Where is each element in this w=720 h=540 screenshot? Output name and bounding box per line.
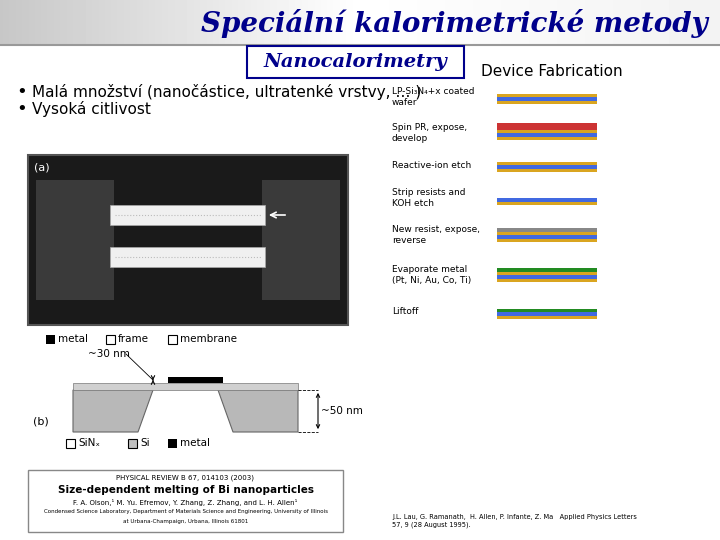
Bar [497,93,597,97]
Text: metal: metal [58,334,88,344]
Text: Malá množství (nanočástice, ultratenké vrstvy, … ): Malá množství (nanočástice, ultratenké v… [32,84,421,100]
Text: •: • [17,100,27,118]
Text: Strip resists and
KOH etch: Strip resists and KOH etch [392,188,466,208]
Bar [497,272,597,275]
Text: New resist, expose,
reverse: New resist, expose, reverse [392,225,480,245]
Bar [497,235,597,239]
Text: LP-Si₃N₄+x coated
wafer: LP-Si₃N₄+x coated wafer [392,87,474,107]
Bar [497,137,597,140]
Text: Device Fabrication: Device Fabrication [481,64,623,79]
Text: frame: frame [118,334,149,344]
Text: (a): (a) [34,163,50,173]
Bar [497,315,597,319]
Polygon shape [73,390,153,432]
Text: J.L. Lau, G. Ramanath,  H. Allen, P. Infante, Z. Ma   Applied Physics Letters
57: J.L. Lau, G. Ramanath, H. Allen, P. Infa… [392,515,637,528]
Bar [168,439,177,448]
Bar [110,247,265,267]
Text: F. A. Olson,¹ M. Yu. Efremov, Y. Zhang, Z. Zhang, and L. H. Allen¹: F. A. Olson,¹ M. Yu. Efremov, Y. Zhang, … [73,498,297,505]
Bar [28,470,343,532]
Text: Size-dependent melting of Bi nanoparticles: Size-dependent melting of Bi nanoparticl… [58,485,313,495]
FancyBboxPatch shape [247,46,464,78]
Text: Spin PR, expose,
develop: Spin PR, expose, develop [392,123,467,143]
Text: PHYSICAL REVIEW B 67, 014103 (2003): PHYSICAL REVIEW B 67, 014103 (2003) [117,475,254,481]
Bar [497,232,597,235]
Text: Nanocalorimetry: Nanocalorimetry [263,53,447,71]
Bar [497,161,597,165]
Bar [28,155,348,325]
Bar [497,228,597,232]
Text: Speciální kalorimetrické metody: Speciální kalorimetrické metody [202,9,708,37]
Bar [168,377,223,383]
Bar [497,165,597,168]
Text: SiNₓ: SiNₓ [78,438,100,448]
Bar [497,239,597,242]
Text: ~30 nm: ~30 nm [88,349,130,359]
Text: Vysoká citlivost: Vysoká citlivost [32,101,151,117]
Bar [497,268,597,272]
Bar [497,279,597,282]
Bar [497,126,597,130]
Bar [262,180,340,300]
Bar [110,205,265,225]
Bar [497,97,597,100]
Bar [168,335,177,344]
Bar [106,335,115,344]
Text: Condensed Science Laboratory, Department of Materials Science and Engineering, U: Condensed Science Laboratory, Department… [43,510,328,515]
Bar [497,130,597,133]
Text: metal: metal [180,438,210,448]
Bar [497,133,597,137]
Text: Evaporate metal
(Pt, Ni, Au, Co, Ti): Evaporate metal (Pt, Ni, Au, Co, Ti) [392,265,472,285]
Text: membrane: membrane [180,334,237,344]
Bar [46,335,55,344]
Bar [497,308,597,312]
Text: Si: Si [140,438,150,448]
Text: at Urbana-Champaign, Urbana, Illinois 61801: at Urbana-Champaign, Urbana, Illinois 61… [123,518,248,523]
Text: ~50 nm: ~50 nm [321,406,363,416]
Bar [497,123,597,126]
Text: Liftoff: Liftoff [392,307,418,316]
Bar [36,180,114,300]
Text: •: • [17,83,27,101]
Text: Reactive-ion etch: Reactive-ion etch [392,160,472,170]
Bar [128,439,137,448]
Bar [497,100,597,104]
Bar [497,198,597,201]
Bar [497,312,597,315]
Polygon shape [218,390,298,432]
Bar [497,168,597,172]
Bar [497,201,597,205]
Bar [66,439,75,448]
Bar [497,275,597,279]
Bar [73,383,298,390]
Text: (b): (b) [33,417,49,427]
